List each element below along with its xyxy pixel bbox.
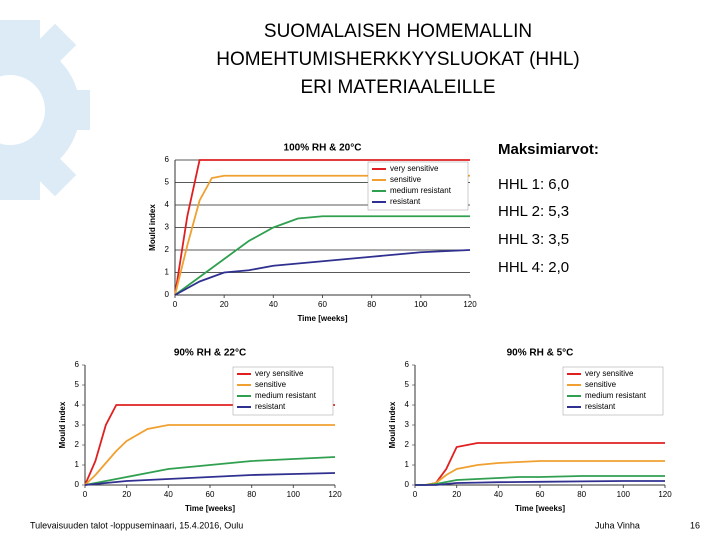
- x-tick-label: 120: [328, 490, 342, 499]
- x-tick-label: 60: [318, 300, 327, 309]
- x-axis-label: Time [weeks]: [297, 314, 347, 323]
- y-tick-label: 2: [75, 440, 80, 449]
- gear-tooth: [60, 90, 90, 130]
- x-tick-label: 120: [463, 300, 477, 309]
- legend-label: medium resistant: [255, 391, 317, 400]
- x-tick-label: 80: [367, 300, 376, 309]
- legend-label: sensitive: [255, 380, 287, 389]
- y-axis-label: Mould index: [148, 204, 157, 251]
- x-tick-label: 20: [452, 490, 461, 499]
- y-axis-label: Mould index: [58, 401, 67, 448]
- legend-label: resistant: [255, 402, 286, 411]
- x-tick-label: 0: [173, 300, 178, 309]
- maxima-item: HHL 3: 3,5: [498, 231, 569, 248]
- maxima-item: HHL 4: 2,0: [498, 259, 569, 276]
- y-tick-label: 6: [75, 360, 80, 369]
- y-tick-label: 3: [405, 420, 410, 429]
- x-tick-label: 40: [494, 490, 503, 499]
- footer-text: Tulevaisuuden talot -loppuseminaari, 15.…: [30, 520, 243, 530]
- legend-label: medium resistant: [585, 391, 647, 400]
- x-tick-label: 20: [220, 300, 229, 309]
- series-line: [174, 215, 470, 296]
- x-tick-label: 60: [206, 490, 215, 499]
- page-number: 16: [690, 520, 700, 530]
- gear-tooth: [33, 153, 77, 197]
- x-tick-label: 80: [577, 490, 586, 499]
- x-axis-label: Time [weeks]: [185, 504, 235, 513]
- legend-label: very sensitive: [390, 164, 439, 173]
- legend-label: sensitive: [390, 175, 422, 184]
- legend-label: resistant: [390, 197, 421, 206]
- x-tick-label: 40: [269, 300, 278, 309]
- legend-label: very sensitive: [255, 369, 304, 378]
- y-tick-label: 1: [165, 268, 170, 277]
- series-line: [84, 456, 336, 486]
- series-line: [415, 480, 665, 486]
- x-tick-label: 40: [164, 490, 173, 499]
- slide-title: HOMEHTUMISHERKKYYSLUOKAT (HHL): [216, 49, 580, 70]
- y-tick-label: 6: [165, 155, 170, 164]
- gear-tooth: [0, 20, 40, 50]
- legend-label: resistant: [585, 402, 616, 411]
- y-tick-label: 2: [405, 440, 410, 449]
- x-tick-label: 100: [414, 300, 428, 309]
- legend-label: very sensitive: [585, 369, 634, 378]
- y-tick-label: 5: [405, 380, 410, 389]
- x-tick-label: 120: [658, 490, 672, 499]
- legend-label: sensitive: [585, 380, 617, 389]
- x-tick-label: 20: [122, 490, 131, 499]
- maxima-item: HHL 2: 5,3: [498, 203, 569, 220]
- series-line: [174, 159, 470, 296]
- footer-author: Juha Vinha: [595, 520, 640, 530]
- gear-tooth: [0, 170, 40, 200]
- y-tick-label: 0: [405, 480, 410, 489]
- y-tick-label: 5: [75, 380, 80, 389]
- chart-title: 90% RH & 22°C: [174, 348, 246, 359]
- y-axis-label: Mould index: [388, 401, 397, 448]
- slide-title: SUOMALAISEN HOMEMALLIN: [264, 21, 532, 42]
- gear-hole: [0, 75, 45, 145]
- x-tick-label: 0: [83, 490, 88, 499]
- series-line: [174, 249, 471, 296]
- y-tick-label: 5: [165, 178, 170, 187]
- x-tick-label: 100: [617, 490, 631, 499]
- y-tick-label: 1: [405, 460, 410, 469]
- y-tick-label: 4: [75, 400, 80, 409]
- y-tick-label: 2: [165, 245, 170, 254]
- legend-label: medium resistant: [390, 186, 452, 195]
- series-line: [415, 442, 665, 486]
- chart-title: 90% RH & 5°C: [507, 348, 574, 359]
- x-tick-label: 100: [287, 490, 301, 499]
- y-tick-label: 4: [405, 400, 410, 409]
- maxima-title: Maksimiarvot:: [498, 141, 599, 158]
- x-tick-label: 80: [247, 490, 256, 499]
- y-tick-label: 1: [75, 460, 80, 469]
- y-tick-label: 3: [165, 223, 170, 232]
- maxima-item: HHL 1: 6,0: [498, 176, 569, 193]
- y-tick-label: 6: [405, 360, 410, 369]
- x-tick-label: 60: [536, 490, 545, 499]
- y-tick-label: 0: [165, 290, 170, 299]
- x-axis-label: Time [weeks]: [515, 504, 565, 513]
- series-line: [84, 472, 336, 486]
- y-tick-label: 3: [75, 420, 80, 429]
- y-tick-label: 0: [75, 480, 80, 489]
- x-tick-label: 0: [413, 490, 418, 499]
- gear-decoration: [0, 20, 90, 200]
- y-tick-label: 4: [165, 200, 170, 209]
- chart-title: 100% RH & 20°C: [284, 143, 362, 154]
- series-line: [84, 424, 335, 486]
- slide-title: ERI MATERIAALEILLE: [301, 77, 496, 98]
